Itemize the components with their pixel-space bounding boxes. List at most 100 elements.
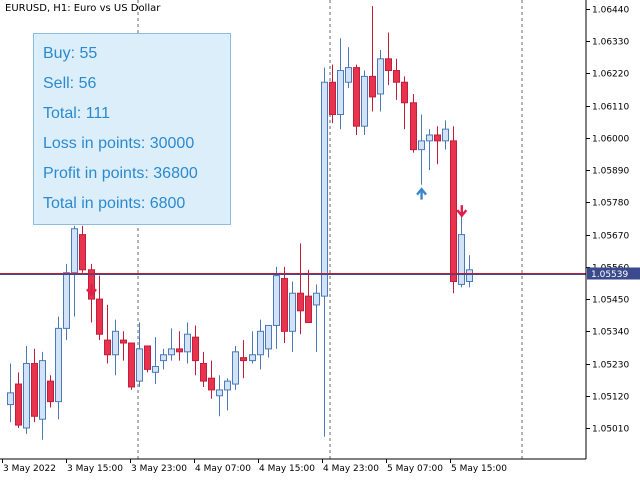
candle-body [7,392,14,406]
buy-arrow-icon [416,187,427,200]
candle-bullish [224,378,231,411]
candle-bearish [200,351,207,387]
candle-body [79,234,86,271]
candle-bearish [369,6,376,112]
candle-body [55,327,62,403]
candle-bullish [361,70,368,135]
candle-bearish [393,58,400,100]
candle-bullish [289,281,296,352]
candle-body [289,292,296,332]
candle-body [144,345,151,370]
candle-body [208,377,215,391]
candle-bearish [15,372,22,428]
candle-bearish [128,342,135,390]
candle-bullish [257,319,264,370]
candle-body [450,140,457,282]
candle-bullish [418,114,425,185]
candle-bearish [240,340,247,379]
time-axis[interactable]: 3 May 2022 3 May 15:00 3 May 23:00 4 May 07… [2,459,508,474]
profit-points-label: Profit in points: 36800 [43,165,198,182]
candle-bullish [71,225,78,317]
candle-bearish [96,275,103,341]
price-badge-label: 1.05539 [591,270,628,280]
price-tick-label: 1.05230 [592,361,629,371]
candle-body [418,140,425,151]
candle-body [192,336,199,362]
candle-bullish [426,129,433,171]
candle-bullish [265,324,272,358]
price-tick-label: 1.05890 [592,167,629,177]
candle-body [281,278,288,332]
price-tick-label: 1.06000 [592,135,629,145]
candle-bullish [7,363,14,423]
candle-body [369,75,376,98]
price-tick-label: 1.05010 [592,425,629,435]
candle-body [152,365,159,373]
trade-signals-layer [86,187,468,297]
candle-bearish [208,360,215,399]
candle-bullish [313,284,320,352]
candle-bullish [337,38,344,130]
candle-bearish [79,225,86,273]
candle-bearish [281,266,288,344]
candle-bearish [297,243,304,335]
candle-bullish [377,50,384,112]
price-tick-label: 1.06220 [592,70,629,80]
candle-bullish [458,214,465,288]
candle-body [128,342,135,388]
candle-bearish [47,375,54,408]
candle-bearish [31,348,38,423]
candle-bearish [104,304,111,364]
candles-layer [7,6,473,440]
time-tick-label: 5 May 07:00 [387,464,443,474]
candle-bullish [136,322,143,387]
candle-bullish [345,47,352,89]
candle-body [232,351,239,385]
candle-body [39,360,46,420]
candle-bearish [329,64,336,124]
candle-body [305,295,312,324]
arrow-head [86,288,97,297]
candle-body [184,333,191,353]
candle-bullish [442,120,449,150]
candle-body [434,134,441,142]
price-axis[interactable]: 1.06440 1.06330 1.06220 1.06110 1.06000 1.058… [586,6,629,435]
candle-bullish [216,375,223,417]
time-tick-label: 3 May 23:00 [131,464,187,474]
candle-bullish [55,316,62,420]
candle-bearish [410,93,417,153]
time-tick-label: 5 May 15:00 [451,464,507,474]
candle-body [112,330,119,356]
candle-bullish [184,322,191,364]
candle-body [47,380,54,403]
price-tick-label: 1.06110 [592,103,629,113]
price-tick-label: 1.05670 [592,232,629,242]
candle-body [466,269,473,282]
candle-body [273,275,280,326]
candle-body [297,292,304,312]
current-price-line-group [0,273,586,275]
candle-body [176,348,183,353]
price-tick-label: 1.05780 [592,199,629,209]
candle-bearish [176,331,183,361]
candle-bullish [249,331,256,364]
candle-bearish [353,64,360,135]
sell-count-label: Sell: 56 [43,75,97,92]
price-tick-label: 1.05120 [592,393,629,403]
candle-body [224,380,231,391]
total-count-label: Total: 111 [43,105,111,122]
current-price-badge: 1.05539 [587,267,640,280]
period-separators [137,0,523,459]
candle-bearish [450,126,457,294]
time-tick-label: 4 May 23:00 [323,464,379,474]
symbol-title: EURUSD, H1: Euro vs US Dollar [5,3,161,14]
candle-body [329,81,336,115]
candle-body [104,339,111,356]
candle-body [216,389,223,397]
candle-body [401,81,408,104]
candle-body [23,363,30,429]
candle-body [200,363,207,382]
candle-bullish [23,345,30,434]
candle-body [96,298,103,335]
candle-bearish [120,331,127,361]
